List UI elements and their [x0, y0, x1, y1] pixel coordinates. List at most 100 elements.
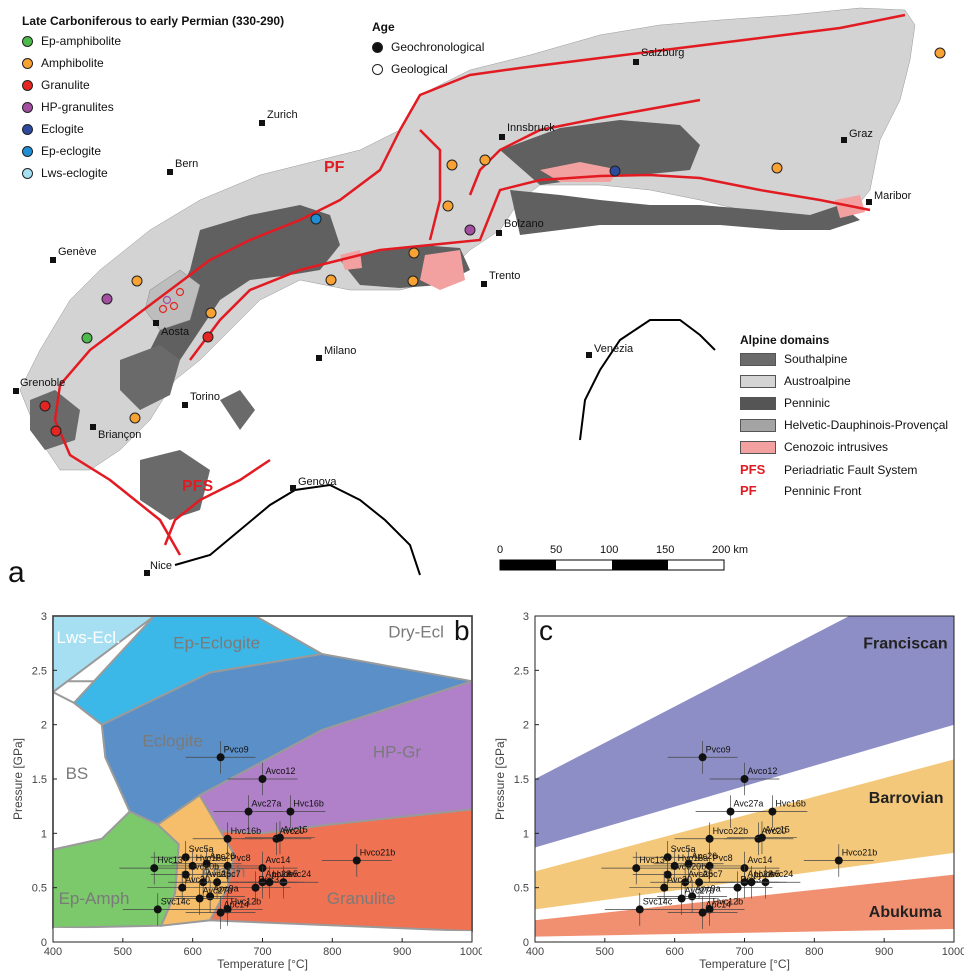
legend-rock-item: Ep-eclogite	[22, 144, 284, 166]
legend-rock-label: Ep-eclogite	[41, 144, 102, 158]
city-label: Genova	[298, 476, 337, 488]
point-label: Avc27b	[685, 886, 715, 896]
legend-age-item: Geochronological	[372, 40, 484, 62]
point-label: Apc14	[224, 900, 250, 910]
sample-dots	[39, 47, 946, 437]
geological-dot	[162, 295, 172, 305]
x-tick-label: 700	[735, 946, 753, 958]
scale-tick: 100	[600, 544, 618, 556]
scale-tick: 50	[550, 544, 562, 556]
city-label: Innsbruck	[507, 122, 555, 134]
data-point	[632, 864, 641, 873]
point-label: Avco12	[266, 766, 296, 776]
y-axis-label: Pressure [GPa]	[493, 738, 507, 820]
data-point	[275, 833, 284, 842]
sample-dot-amphibolite	[446, 159, 458, 171]
sample-dot-amphibolite	[205, 307, 217, 319]
legend-rock-swatch	[22, 124, 33, 136]
legend-rock-label: Lws-eclogite	[41, 166, 108, 180]
legend-domain-label: Cenozoic intrusives	[784, 440, 889, 454]
point-label: Apc14	[706, 900, 732, 910]
data-point	[663, 870, 672, 879]
geological-dots	[158, 287, 185, 314]
southalpine-domain-east	[510, 190, 860, 235]
point-label: Hvc16a	[196, 853, 227, 863]
city-marker	[841, 137, 847, 143]
legend-domain-swatch	[740, 375, 776, 389]
x-tick-label: 700	[253, 946, 271, 958]
legend-rock-swatch	[22, 168, 33, 180]
legend-domain-swatch	[740, 419, 776, 433]
point-label: Avc24	[286, 869, 311, 879]
scale-bar: 0 50 100 150 200 km	[497, 544, 748, 571]
y-tick-label: 1	[523, 828, 529, 840]
point-label: Svc14c	[643, 896, 673, 906]
city-marker	[481, 281, 487, 287]
data-point	[726, 807, 735, 816]
legend-rock-swatch	[22, 146, 33, 158]
point-label: Avc27b	[203, 886, 233, 896]
legend-domains: Alpine domains Southalpine Austroalpine Pe…	[740, 333, 949, 504]
point-label: Apc26	[692, 851, 718, 861]
legend-rock-swatch	[22, 102, 33, 114]
city-labels: Salzburg Zurich Innsbruck Graz Bern Mari…	[20, 47, 912, 572]
sample-dot-amphibolite	[479, 154, 491, 166]
point-label: Hvco21b	[842, 848, 878, 858]
data-point	[223, 834, 232, 843]
legend-fault-item: PFS Periadriatic Fault System	[740, 462, 948, 483]
point-label: Avc15	[765, 825, 790, 835]
city-marker	[13, 388, 19, 394]
city-label: Trento	[489, 270, 520, 282]
data-point	[352, 856, 361, 865]
field-base	[53, 927, 472, 942]
sample-dot-amphibolite	[325, 274, 337, 286]
legend-fault-item: PF Penninic Front	[740, 483, 948, 504]
y-tick-label: 1	[41, 828, 47, 840]
data-point	[747, 878, 756, 887]
city-label: Salzburg	[641, 47, 684, 59]
legend-domain-label: Southalpine	[784, 352, 848, 366]
point-label: Pvco9	[224, 744, 249, 754]
city-label: Grenoble	[20, 377, 65, 389]
point-label: Avc20	[761, 826, 786, 836]
legend-rock-label: Ep-amphibolite	[41, 34, 122, 48]
sample-dot-amphibolite	[407, 275, 419, 287]
legend-rock-item: Granulite	[22, 78, 284, 100]
gradient-band	[535, 759, 954, 910]
city-marker	[50, 257, 56, 263]
city-marker	[153, 320, 159, 326]
field-label: Amph	[201, 862, 245, 881]
legend-domain-swatch	[740, 397, 776, 411]
legend-domain-item: Helvetic-Dauphinois-Provençal	[740, 418, 948, 440]
legend-rock-swatch	[22, 58, 33, 70]
penninic-domain	[150, 205, 340, 380]
data-point	[695, 878, 704, 887]
data-point	[635, 905, 644, 914]
scale-tick: 150	[656, 544, 674, 556]
data-point	[768, 807, 777, 816]
legend-domain-swatch	[740, 441, 776, 455]
axis-ticks: 400 500 600 700 800 900 1000 0 0.5 1 1.5 2 2.5 3	[32, 611, 482, 958]
legend-domain-item: Penninic	[740, 396, 948, 418]
point-label: Avc24	[768, 869, 793, 879]
legend-rock-label: HP-granulites	[41, 100, 114, 114]
point-label: Ppc3	[259, 875, 280, 885]
point-label: Apc28	[748, 869, 774, 879]
city-label: Genève	[58, 246, 97, 258]
legend-rock-label: Granulite	[41, 78, 90, 92]
point-label: Avc27a	[734, 799, 764, 809]
y-tick-label: 1.5	[32, 774, 47, 786]
scale-tick: 200 km	[712, 544, 748, 556]
sample-dot-amphibolite	[129, 412, 141, 424]
field-label: BS	[66, 764, 89, 783]
point-label: Hvc12b	[713, 896, 744, 906]
city-marker	[144, 570, 150, 576]
field-label: Lws-Ecl.	[56, 628, 120, 647]
legend-rock-item: Amphibolite	[22, 56, 284, 78]
data-point	[195, 894, 204, 903]
point-label: Avc25	[688, 869, 713, 879]
data-point	[265, 878, 274, 887]
legend-rock-swatch	[22, 36, 33, 48]
point-label: Pvc8	[231, 853, 251, 863]
data-point	[150, 864, 159, 873]
